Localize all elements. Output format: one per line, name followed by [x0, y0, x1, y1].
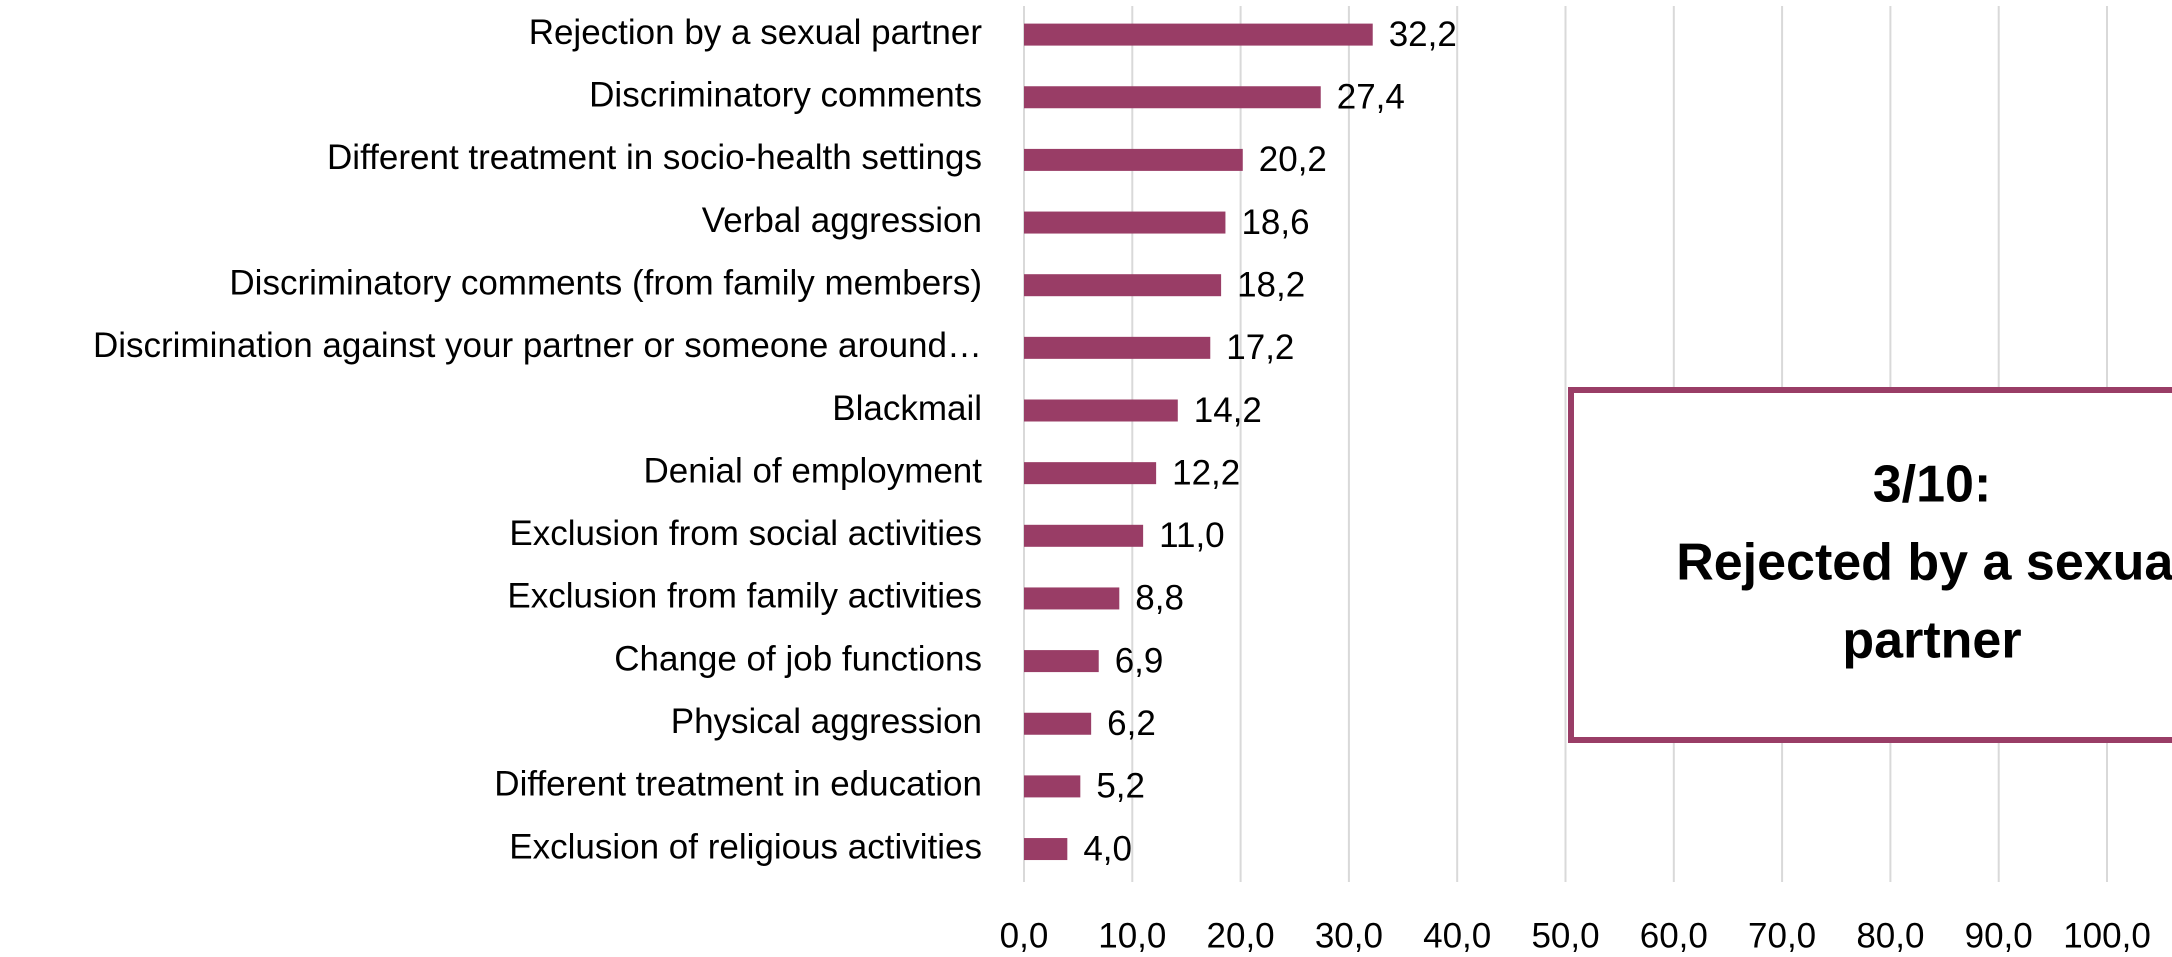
value-label: 20,2 — [1259, 140, 1327, 179]
value-label: 11,0 — [1159, 516, 1225, 555]
x-tick-label: 30,0 — [1315, 916, 1383, 955]
x-tick-label: 0,0 — [1000, 916, 1049, 955]
value-label: 6,2 — [1107, 704, 1156, 743]
x-tick-label: 50,0 — [1531, 916, 1599, 955]
bar — [1024, 712, 1092, 735]
value-label: 18,2 — [1237, 265, 1305, 304]
bar — [1024, 838, 1068, 861]
category-label: Discriminatory comments — [589, 76, 982, 115]
x-tick-label: 90,0 — [1965, 916, 2033, 955]
value-label: 17,2 — [1226, 328, 1294, 367]
value-label: 27,4 — [1337, 78, 1405, 117]
value-label: 8,8 — [1135, 579, 1184, 618]
value-label: 12,2 — [1172, 453, 1240, 492]
category-label: Discrimination against your partner or s… — [93, 326, 982, 365]
bar — [1024, 399, 1178, 422]
category-label: Blackmail — [832, 389, 982, 428]
category-label: Change of job functions — [614, 639, 982, 678]
annotation-box — [1568, 387, 2172, 743]
x-tick-label: 60,0 — [1640, 916, 1708, 955]
value-label: 6,9 — [1115, 641, 1164, 680]
value-label: 32,2 — [1389, 15, 1457, 54]
bar — [1024, 524, 1144, 547]
category-label: Discriminatory comments (from family mem… — [229, 263, 982, 302]
bar — [1024, 148, 1243, 171]
category-label: Exclusion from family activities — [507, 577, 982, 616]
x-tick-label: 10,0 — [1098, 916, 1166, 955]
bar — [1024, 211, 1226, 234]
x-tick-label: 100,0 — [2063, 916, 2151, 955]
value-label: 18,6 — [1241, 203, 1309, 242]
bar — [1024, 274, 1222, 297]
category-label: Physical aggression — [671, 702, 982, 741]
annotation-text: partner — [1842, 612, 2021, 670]
category-label: Different treatment in education — [494, 765, 982, 804]
value-label: 14,2 — [1194, 391, 1262, 430]
bar — [1024, 86, 1321, 109]
category-label: Different treatment in socio-health sett… — [327, 138, 982, 177]
annotation-text: 3/10: — [1873, 456, 1992, 514]
category-label: Exclusion of religious activities — [509, 827, 982, 866]
bar — [1024, 650, 1099, 673]
bar — [1024, 336, 1211, 359]
bar — [1024, 587, 1120, 610]
x-tick-label: 80,0 — [1856, 916, 1924, 955]
category-label: Rejection by a sexual partner — [529, 13, 983, 52]
bar — [1024, 775, 1081, 798]
category-label: Verbal aggression — [702, 201, 982, 240]
category-label: Denial of employment — [644, 451, 983, 490]
bar — [1024, 462, 1157, 485]
x-tick-label: 40,0 — [1423, 916, 1491, 955]
annotation-text: Rejected by a sexual — [1676, 534, 2172, 592]
bar — [1024, 23, 1373, 46]
x-tick-label: 20,0 — [1207, 916, 1275, 955]
value-label: 5,2 — [1096, 767, 1145, 806]
category-label: Exclusion from social activities — [509, 514, 982, 553]
value-label: 4,0 — [1083, 829, 1132, 868]
x-tick-label: 70,0 — [1748, 916, 1816, 955]
